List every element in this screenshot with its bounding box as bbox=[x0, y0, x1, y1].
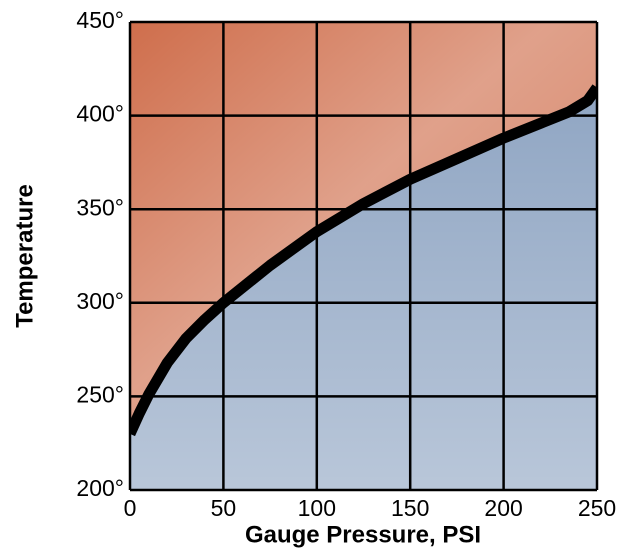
x-axis-title: Gauge Pressure, PSI bbox=[245, 521, 481, 548]
region-above-shade bbox=[130, 22, 597, 434]
data-line bbox=[130, 84, 597, 437]
x-tick-label: 150 bbox=[391, 495, 429, 521]
plot-area bbox=[130, 22, 597, 490]
x-tick-label: 0 bbox=[124, 495, 137, 521]
x-tick-label: 100 bbox=[298, 495, 336, 521]
x-tick-label: 250 bbox=[578, 495, 616, 521]
y-tick-label: 350° bbox=[76, 194, 124, 220]
y-tick-label: 200° bbox=[76, 475, 124, 501]
y-axis-title: Temperature bbox=[11, 184, 38, 328]
x-tick-label: 50 bbox=[211, 495, 237, 521]
y-tick-label: 300° bbox=[76, 288, 124, 314]
region-below-shade bbox=[130, 87, 597, 490]
x-tick-label: 200 bbox=[484, 495, 522, 521]
y-tick-label: 400° bbox=[76, 101, 124, 127]
y-tick-label: 450° bbox=[76, 7, 124, 33]
y-tick-label: 250° bbox=[76, 381, 124, 407]
